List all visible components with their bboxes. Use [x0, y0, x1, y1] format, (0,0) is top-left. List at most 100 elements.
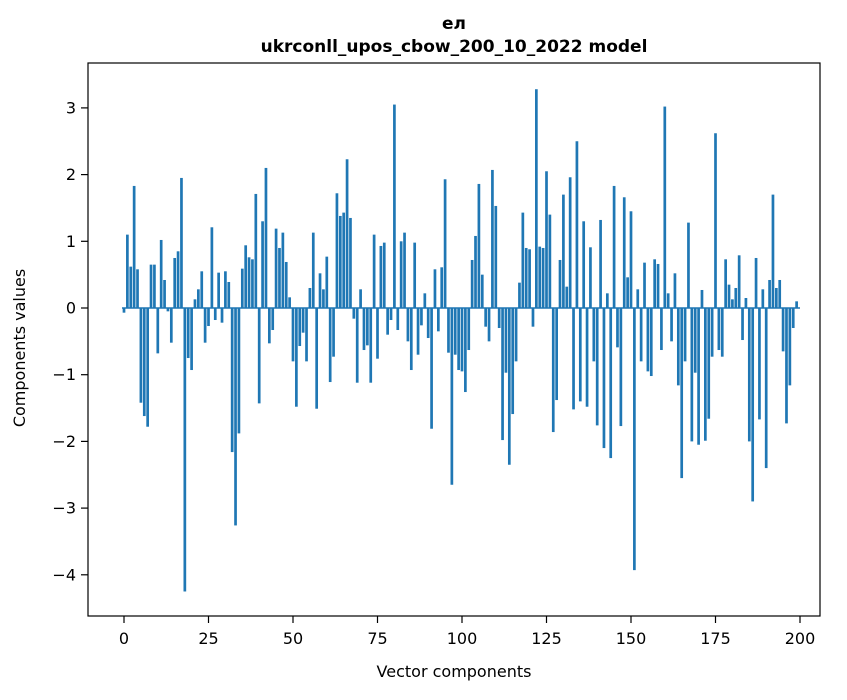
- axes-frame: [87, 62, 821, 617]
- bar: [605, 293, 609, 308]
- bar: [690, 308, 694, 442]
- bar: [562, 194, 565, 308]
- bar: [332, 308, 335, 357]
- bar: [257, 308, 261, 404]
- bar: [528, 249, 531, 308]
- bar: [173, 257, 177, 309]
- bar: [345, 159, 349, 308]
- bar: [741, 308, 744, 341]
- bar: [261, 221, 264, 308]
- bar: [507, 308, 511, 465]
- bar: [720, 308, 724, 357]
- bar: [541, 247, 545, 308]
- bar: [791, 308, 795, 329]
- bar: [396, 308, 400, 331]
- bar: [575, 141, 579, 308]
- x-tick-label: 100: [447, 629, 478, 648]
- bar: [761, 289, 765, 308]
- y-tick-label: −3: [52, 499, 76, 518]
- bar: [778, 279, 782, 308]
- bar: [362, 308, 366, 351]
- bar: [744, 298, 748, 309]
- bar: [183, 308, 187, 592]
- bar: [595, 308, 599, 426]
- bar: [774, 287, 778, 308]
- bar: [727, 284, 731, 308]
- bar: [731, 299, 734, 308]
- bar: [237, 308, 241, 434]
- bar: [737, 255, 741, 308]
- bar: [284, 261, 288, 308]
- bar: [548, 214, 552, 308]
- bar: [305, 308, 308, 362]
- bar: [403, 232, 406, 308]
- bar: [352, 308, 356, 319]
- bar: [683, 308, 687, 362]
- bars: [122, 89, 798, 592]
- y-tick-label: −1: [52, 365, 76, 384]
- bar: [629, 211, 633, 308]
- bar: [426, 308, 430, 339]
- bar: [139, 308, 143, 403]
- bar: [754, 257, 758, 309]
- bar: [156, 308, 160, 354]
- bar: [622, 197, 626, 308]
- x-axis-label: Vector components: [377, 662, 532, 681]
- bar: [781, 308, 785, 352]
- bar: [379, 245, 383, 308]
- bar: [247, 257, 251, 308]
- bar: [477, 183, 481, 308]
- bar: [524, 247, 528, 308]
- bar: [190, 308, 193, 371]
- bar: [758, 308, 761, 420]
- chart-title: ел: [442, 14, 466, 34]
- bar: [227, 281, 231, 308]
- bar: [474, 235, 477, 308]
- bar: [389, 308, 393, 321]
- bar: [717, 308, 721, 351]
- x-tick-label: 25: [198, 629, 218, 648]
- bar: [366, 308, 369, 346]
- bar: [497, 308, 501, 329]
- x-tick-label: 75: [367, 629, 387, 648]
- bar: [254, 193, 258, 308]
- bar: [582, 221, 586, 308]
- y-tick-label: −4: [52, 565, 76, 584]
- bar: [386, 308, 389, 335]
- bar: [308, 287, 312, 308]
- bar: [599, 219, 602, 308]
- bar: [180, 177, 183, 308]
- bar: [670, 308, 673, 342]
- bar: [122, 308, 126, 313]
- bar: [676, 308, 680, 386]
- bar: [666, 293, 670, 308]
- bar: [443, 179, 447, 308]
- bar: [423, 293, 427, 308]
- bar: [295, 308, 298, 407]
- bar: [535, 89, 538, 308]
- bar: [213, 308, 217, 321]
- bar: [433, 269, 437, 308]
- bar: [322, 289, 325, 308]
- bar: [616, 308, 619, 348]
- bar: [409, 308, 413, 371]
- bar: [203, 308, 207, 343]
- bar: [795, 301, 798, 308]
- chart-subtitle: ukrconll_upos_cbow_200_10_2022 model: [261, 37, 648, 57]
- bar: [619, 308, 623, 427]
- bar: [707, 308, 711, 419]
- bar: [771, 194, 775, 308]
- y-tick-label: 3: [66, 98, 76, 117]
- bar: [376, 308, 379, 359]
- x-tick-label: 150: [616, 629, 647, 648]
- bar: [159, 239, 163, 308]
- bar: [768, 279, 771, 308]
- bar: [244, 245, 248, 308]
- bar: [146, 308, 150, 427]
- bar: [565, 286, 569, 308]
- bar: [271, 308, 275, 331]
- x-tick-label: 200: [785, 629, 816, 648]
- bar: [166, 308, 170, 312]
- bar: [764, 308, 768, 469]
